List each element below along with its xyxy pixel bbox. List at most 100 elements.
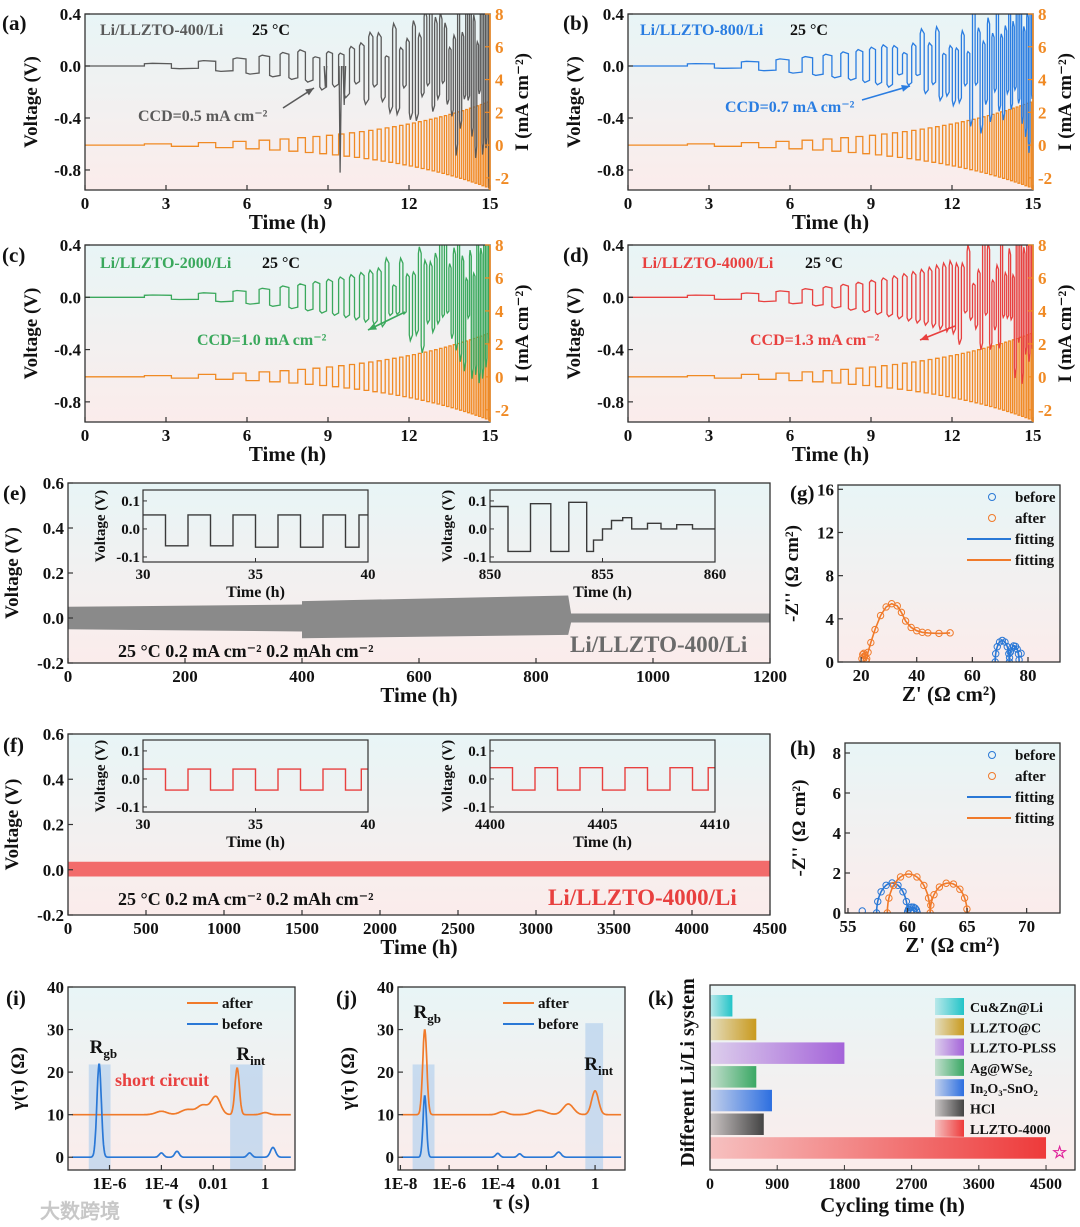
data-point-before (1017, 649, 1025, 658)
legend-label: fitting (1015, 790, 1055, 806)
y-tick-label: -0.2 (37, 906, 64, 925)
bar-Cu&Zn@Li (710, 995, 733, 1017)
arrow-head (305, 88, 314, 96)
legend-label: after (1015, 511, 1046, 527)
plot-frame (67, 986, 296, 1171)
bar-In₂O₃-SnO₂ (710, 1089, 772, 1112)
y-tick-label: 0.4 (603, 5, 625, 24)
y2-axis-label: I (mA cm⁻²) (512, 53, 533, 151)
voltage-spike (342, 65, 347, 106)
x-tick-label: 12 (944, 426, 961, 445)
data-point-before (993, 643, 1001, 651)
inset-y-tick-label: 0.1 (121, 494, 140, 510)
x-tick-label: 4500 (753, 919, 787, 938)
y2-tick-label: 6 (1038, 38, 1047, 57)
legend-swatch (935, 1058, 964, 1076)
y2-tick-label: 6 (495, 38, 504, 57)
x-tick-label: 600 (406, 667, 432, 686)
x-tick-label: 1E-6 (432, 1174, 466, 1193)
y-axis-label: -Z'' (Ω cm²) (782, 525, 803, 622)
data-point-after (930, 891, 938, 899)
x-tick-label: 1 (591, 1174, 600, 1193)
y-tick-label: 0 (386, 1148, 395, 1167)
data-point-after (927, 901, 935, 909)
short-circuit-annotation: short circuit (115, 1070, 209, 1090)
data-point-before (913, 908, 921, 913)
current-series (85, 332, 490, 421)
legend-label: LLZTO-PLSS (970, 1042, 1056, 1057)
current-series (628, 101, 1033, 189)
x-tick-label: 1 (261, 1174, 270, 1193)
y-tick-label: 0 (826, 653, 835, 672)
panel-e: 0 200 400 600 800 1000 1200 -0.2 0.0 0.2 0.4 0.6 Tim… (2, 474, 787, 707)
voltage-spike (338, 65, 343, 173)
plot-area (628, 14, 1033, 189)
x-tick-label: 9 (867, 194, 876, 213)
x-tick-label: 3 (162, 426, 171, 445)
x-tick-label: 200 (172, 667, 198, 686)
voltage-series (628, 14, 1033, 153)
x-axis-label: Time (h) (249, 442, 326, 466)
y-tick-label: 0.6 (43, 474, 64, 493)
x-tick-label: 15 (1025, 194, 1042, 213)
y-tick-label: 0.2 (43, 564, 64, 583)
data-point-before (1013, 645, 1021, 653)
plot-area (401, 1023, 622, 1170)
plot-background (628, 14, 1033, 190)
y-tick-label: 0.0 (43, 609, 64, 628)
panel-label: (h) (790, 736, 816, 760)
y-tick-label: 0.6 (43, 725, 64, 744)
inset-x-tick-label: 4405 (588, 817, 618, 833)
x-axis-label: Time (h) (792, 442, 869, 466)
plot-frame (844, 742, 1061, 914)
y-tick-label: 10 (377, 1106, 394, 1125)
inset-y-tick-label: 0.1 (468, 494, 487, 510)
data-point-before (874, 897, 882, 906)
data-point-before (1008, 644, 1016, 652)
data-point-before (911, 904, 919, 912)
y-tick-label: 6 (833, 784, 842, 803)
inset-x-axis-label: Time (h) (226, 834, 285, 851)
y-tick-label: -0.2 (37, 654, 64, 673)
panel-label: (k) (648, 986, 674, 1010)
data-point-before (1006, 648, 1015, 656)
y-tick-label: 0.4 (43, 770, 65, 789)
inset-x-tick-label: 4400 (475, 817, 505, 833)
y-tick-label: 4 (833, 824, 842, 843)
inset-voltage-series (143, 514, 368, 548)
data-point-after (924, 629, 932, 637)
inset-x-axis-label: Time (h) (226, 584, 285, 601)
ccd-annotation: CCD=0.5 mA cm⁻² (138, 108, 268, 125)
x-axis-label: τ (s) (493, 1190, 530, 1214)
x-tick-label: 0 (64, 919, 73, 938)
data-point-after (907, 623, 915, 632)
inset-x-tick-label: 30 (136, 817, 151, 833)
data-point-after (896, 873, 905, 881)
ccd-annotation: CCD=1.3 mA cm⁻² (750, 332, 880, 349)
x-tick-label: 3 (705, 426, 714, 445)
x-tick-label: 0 (81, 426, 90, 445)
inset-y-tick-label: -0.1 (116, 550, 140, 566)
data-point-after (864, 648, 872, 656)
region-shade (585, 1023, 604, 1170)
cell-title: Li/LLZTO-400/Li (100, 22, 224, 39)
inset-x-axis-label: Time (h) (573, 834, 632, 851)
y-tick-label: 8 (826, 567, 835, 586)
x-tick-label: 0.01 (198, 1174, 228, 1193)
fitting-line-before (994, 639, 1020, 662)
y-tick-label: 0.0 (60, 57, 81, 76)
region-subscript: int (598, 1063, 614, 1078)
data-point-after (942, 879, 950, 887)
y-axis-label: Voltage (V) (2, 779, 23, 871)
x-tick-label: 20 (853, 666, 870, 685)
ccd-annotation: CCD=1.0 mA cm⁻² (197, 332, 327, 349)
bar-Ag@WSe₂ (710, 1066, 757, 1088)
inset-voltage-series (490, 767, 715, 791)
legend-swatch (935, 1038, 964, 1056)
x-axis-label: Cycling time (h) (820, 1193, 965, 1217)
inset-y-tick-label: 0.0 (468, 522, 487, 538)
inset-x-tick-label: 40 (361, 567, 376, 583)
x-tick-label: 6 (786, 194, 795, 213)
